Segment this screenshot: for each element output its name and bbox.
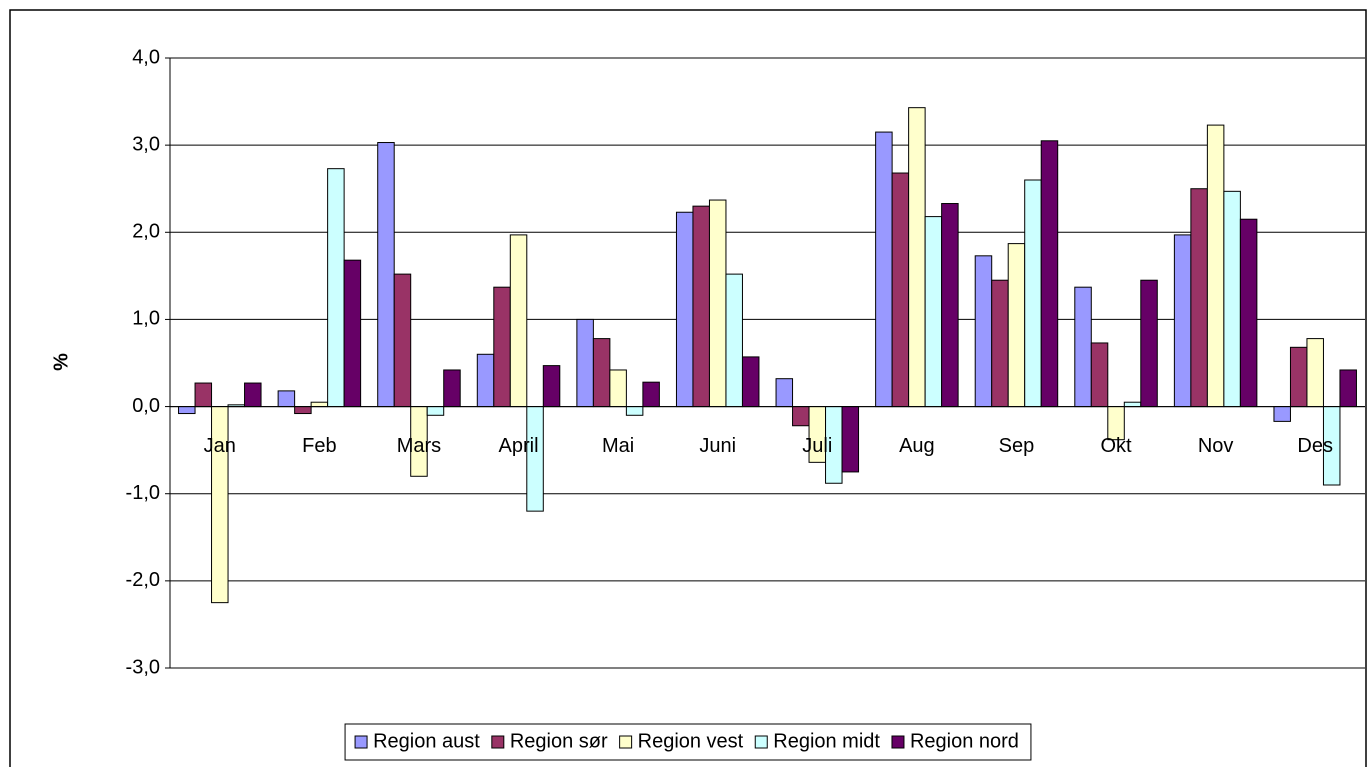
legend-label: Region sør xyxy=(510,730,608,752)
bar xyxy=(1339,369,1357,408)
bar xyxy=(377,142,395,408)
bar xyxy=(592,338,611,408)
bar xyxy=(1239,218,1258,408)
bar xyxy=(642,381,660,408)
bar xyxy=(493,286,511,408)
bar xyxy=(1123,401,1142,408)
y-tick-label: 0,0 xyxy=(132,395,160,417)
y-tick-label: -1,0 xyxy=(126,482,160,504)
bar xyxy=(327,168,345,408)
bar xyxy=(542,365,561,408)
bar xyxy=(1024,179,1042,408)
bar xyxy=(924,216,943,408)
x-tick-label: Mai xyxy=(602,435,634,457)
bar xyxy=(708,199,727,408)
bar xyxy=(908,107,926,408)
bar xyxy=(277,390,296,408)
bar xyxy=(178,406,196,415)
bar xyxy=(775,378,794,408)
bar xyxy=(426,406,445,416)
bar xyxy=(443,369,461,408)
bar xyxy=(1289,346,1308,408)
legend-label: Region midt xyxy=(773,730,880,752)
bar xyxy=(1190,188,1208,408)
x-tick-label: Juni xyxy=(699,435,736,457)
legend-box xyxy=(344,723,1032,761)
bar xyxy=(1306,338,1324,408)
y-axis-label: % xyxy=(50,353,72,371)
bar xyxy=(692,205,710,408)
bar xyxy=(294,406,312,415)
bar xyxy=(310,401,329,408)
legend-swatch xyxy=(491,735,505,749)
legend-swatch xyxy=(754,735,768,749)
bar xyxy=(741,356,760,408)
x-tick-label: April xyxy=(499,435,539,457)
bar xyxy=(891,172,910,408)
bar xyxy=(675,211,694,408)
legend-swatch xyxy=(354,735,368,749)
x-tick-label: Nov xyxy=(1198,435,1234,457)
bar xyxy=(1090,342,1109,408)
bar xyxy=(1074,286,1092,408)
y-tick-label: 3,0 xyxy=(132,133,160,155)
x-tick-label: Jan xyxy=(204,435,236,457)
x-tick-label: Okt xyxy=(1100,435,1132,457)
bar xyxy=(792,406,810,427)
y-tick-label: 1,0 xyxy=(132,308,160,330)
bar xyxy=(609,369,627,408)
bar xyxy=(1007,243,1026,408)
bar xyxy=(509,234,528,408)
x-tick-label: Juli xyxy=(802,435,832,457)
x-tick-label: Mars xyxy=(397,435,441,457)
bar xyxy=(526,406,544,512)
y-tick-label: -2,0 xyxy=(126,569,160,591)
legend-swatch xyxy=(891,735,905,749)
x-tick-label: Des xyxy=(1297,435,1333,457)
bar xyxy=(393,273,412,408)
y-tick-label: 4,0 xyxy=(132,46,160,68)
legend-label: Region nord xyxy=(910,730,1019,752)
legend-swatch xyxy=(619,735,633,749)
legend-label: Region aust xyxy=(373,730,480,752)
x-tick-label: Feb xyxy=(302,435,336,457)
bar xyxy=(725,273,743,408)
bar xyxy=(1140,279,1158,408)
legend-label: Region vest xyxy=(638,730,744,752)
x-tick-label: Sep xyxy=(999,435,1035,457)
bar xyxy=(1173,234,1192,408)
y-tick-label: -3,0 xyxy=(126,656,160,678)
x-tick-label: Aug xyxy=(899,435,935,457)
bar xyxy=(1223,190,1241,408)
bar xyxy=(991,279,1009,408)
bar xyxy=(244,382,262,408)
bar xyxy=(841,406,860,473)
bar xyxy=(1273,406,1291,422)
bar xyxy=(194,382,213,408)
bar xyxy=(1040,140,1059,408)
y-tick-label: 2,0 xyxy=(132,221,160,243)
bar xyxy=(476,353,495,408)
bar xyxy=(1206,124,1225,408)
bar xyxy=(625,406,644,416)
bar xyxy=(974,255,993,408)
bar xyxy=(343,259,362,408)
bar xyxy=(576,318,594,408)
bar xyxy=(941,203,959,408)
bar xyxy=(875,131,893,408)
